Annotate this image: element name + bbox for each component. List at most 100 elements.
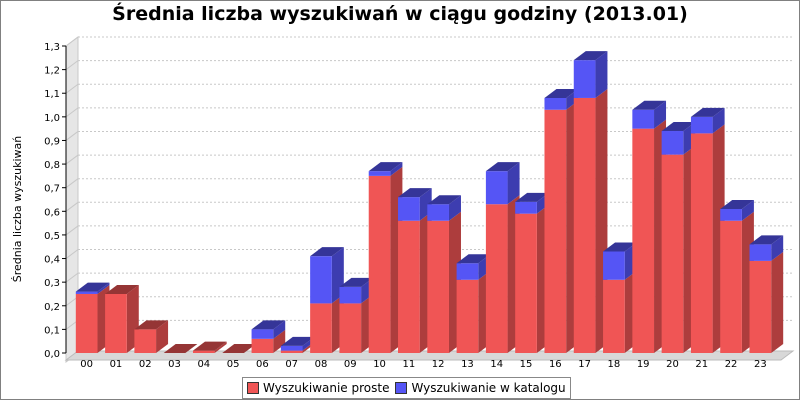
bar-23-catalog [749,235,784,261]
bar-22-simple [720,211,754,353]
legend-swatch-catalog-search [395,382,408,394]
gridline-side [65,36,79,47]
bar-front [310,303,332,353]
bar-23-simple [749,251,784,353]
bar-side [448,195,461,221]
axes: 0,0 0,1 0,2 0,3 0,4 0,5 0,6 0,7 0,8 0,9 1,0 1,1 1,2 1… [44,42,767,370]
bar-front [75,293,98,353]
y-tick-label: 0,1 [44,325,60,336]
bar-top-21 [690,107,725,117]
bar-front [427,204,449,221]
bar-front [661,154,684,353]
x-tick-label: 10 [373,359,386,370]
x-tick-label: 06 [256,359,269,370]
legend-label-catalog-search: Wyszukiwanie w katalogu [411,381,566,395]
bar-06-simple [251,329,286,353]
bar-top-23 [749,235,784,245]
y-tick-label: 0,2 [44,302,60,313]
legend-item-simple-search: Wyszukiwanie proste [247,381,389,395]
bar-side [595,51,608,98]
bar-front [632,128,655,353]
bar-20-simple [661,145,696,353]
bar-top-12 [427,195,461,205]
bar-side [654,100,667,129]
bar-06-catalog [251,320,286,339]
bar-side [214,341,227,353]
bar-22-catalog [720,199,754,221]
bar-top-17 [573,51,608,61]
bar-side [771,251,784,353]
bar-21-catalog [690,107,725,134]
x-tick-label: 18 [608,359,621,370]
gridline-side [65,249,79,259]
bar-side [712,107,725,134]
bar-top-22 [720,199,754,209]
bar-side [273,320,286,339]
bar-front [310,256,332,304]
legend-item-catalog-search: Wyszukiwanie w katalogu [395,381,566,395]
y-tick-label: 0,9 [44,136,60,147]
y-tick-label: 1,3 [44,42,60,53]
bar-front [544,109,567,353]
x-tick-label: 08 [315,359,328,370]
bar-front [573,97,596,353]
bar-front [690,116,713,134]
bar-13-simple [456,270,491,353]
x-tick-label: 09 [344,359,357,370]
bar-front [544,97,567,110]
bar-front [75,291,98,294]
bar-top-14 [485,162,520,172]
bar-14-catalog [485,162,520,205]
bar-side [507,162,520,205]
bars [75,51,784,354]
y-tick-label: 0,8 [44,160,60,171]
bar-12-catalog [427,195,461,221]
bar-02-simple [134,320,169,353]
floor [64,350,795,361]
gridline-side [65,131,79,141]
y-tick-label: 1,1 [44,89,60,100]
bar-side [156,320,169,353]
gridline-side [65,107,79,118]
bar-front [427,220,449,353]
bar-top-00 [75,282,110,292]
x-tick-label: 04 [197,359,210,370]
bar-01-simple [105,284,139,353]
bar-front [485,171,508,205]
bar-front [515,201,537,214]
bar-front [456,279,479,353]
bar-top-15 [515,192,549,202]
bar-top-03 [163,344,198,353]
bar-front [251,338,274,353]
x-tick-label: 20 [666,359,679,370]
bar-front [573,60,596,98]
bar-10-simple [368,166,403,353]
x-tick-label: 14 [490,359,503,370]
x-tick-label: 13 [461,359,474,370]
bar-side [97,282,110,294]
bar-front [368,171,391,176]
x-tick-label: 23 [754,359,767,370]
bar-front [603,251,625,280]
bar-16-simple [544,100,579,353]
bar-front [251,329,274,339]
y-tick-label: 0,7 [44,184,60,195]
bar-15-simple [515,204,549,353]
bar-10-catalog [368,162,403,176]
x-tick-label: 11 [402,359,415,370]
bar-front [456,263,479,280]
bar-front [398,220,420,353]
bar-top-18 [603,242,637,252]
bar-top-10 [368,162,403,172]
bar-top-13 [456,254,491,264]
bar-14-simple [485,195,520,353]
bar-side [771,235,784,261]
bar-front [485,204,508,353]
x-tick-label: 12 [432,359,445,370]
x-tick-label: 15 [520,359,533,370]
x-tick-label: 16 [549,359,562,370]
bar-21-simple [690,124,725,353]
bar-top-04 [192,341,227,351]
bar-top-11 [398,188,432,198]
